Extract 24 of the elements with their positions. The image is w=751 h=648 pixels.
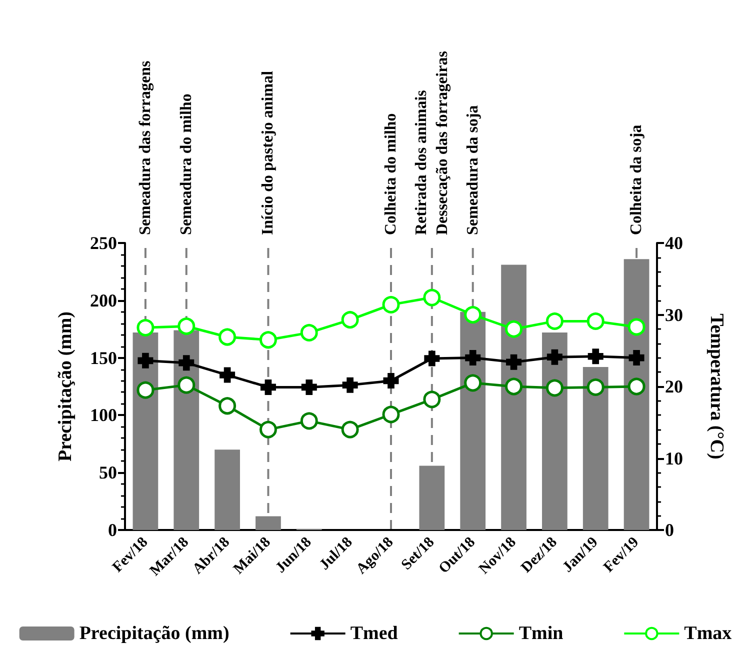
y-tick-label: 150 xyxy=(90,348,117,368)
y-tick-label: 100 xyxy=(90,405,117,426)
y2-tick-label: 30 xyxy=(665,304,683,325)
y2-tick-label: 10 xyxy=(665,448,683,468)
ref-line-label: Início do pastejo animal xyxy=(260,70,277,235)
y-tick-label: 200 xyxy=(90,290,117,310)
ref-line-label: Semeadura das forragens xyxy=(136,60,154,235)
ref-line-label: Semeadura do milho xyxy=(178,94,195,235)
y2-tick-label: 0 xyxy=(665,520,674,540)
y2-tick-label: 20 xyxy=(665,376,683,396)
y2-axis-title: Temperatura (°C) xyxy=(706,314,727,460)
y-tick-label: 0 xyxy=(108,520,117,540)
y2-tick-label: 40 xyxy=(665,233,683,253)
legend-label: Tmin xyxy=(518,623,564,644)
legend-label: Tmax xyxy=(684,623,732,644)
legend-label: Tmed xyxy=(350,623,398,644)
y-tick-label: 50 xyxy=(99,462,117,483)
ref-line-label: Retirada dos animais Dessecação das forrageiras xyxy=(412,51,451,235)
legend-label: Precipitação (mm) xyxy=(79,623,230,644)
ref-line-label: Colheita do milho xyxy=(382,113,400,235)
y-tick-label: 250 xyxy=(90,233,117,253)
ref-line-label: Semeadura da soja xyxy=(464,105,482,235)
ref-line-label: Colheita da soja xyxy=(628,124,646,235)
y-axis-title: Precipitação (mm) xyxy=(55,311,76,462)
